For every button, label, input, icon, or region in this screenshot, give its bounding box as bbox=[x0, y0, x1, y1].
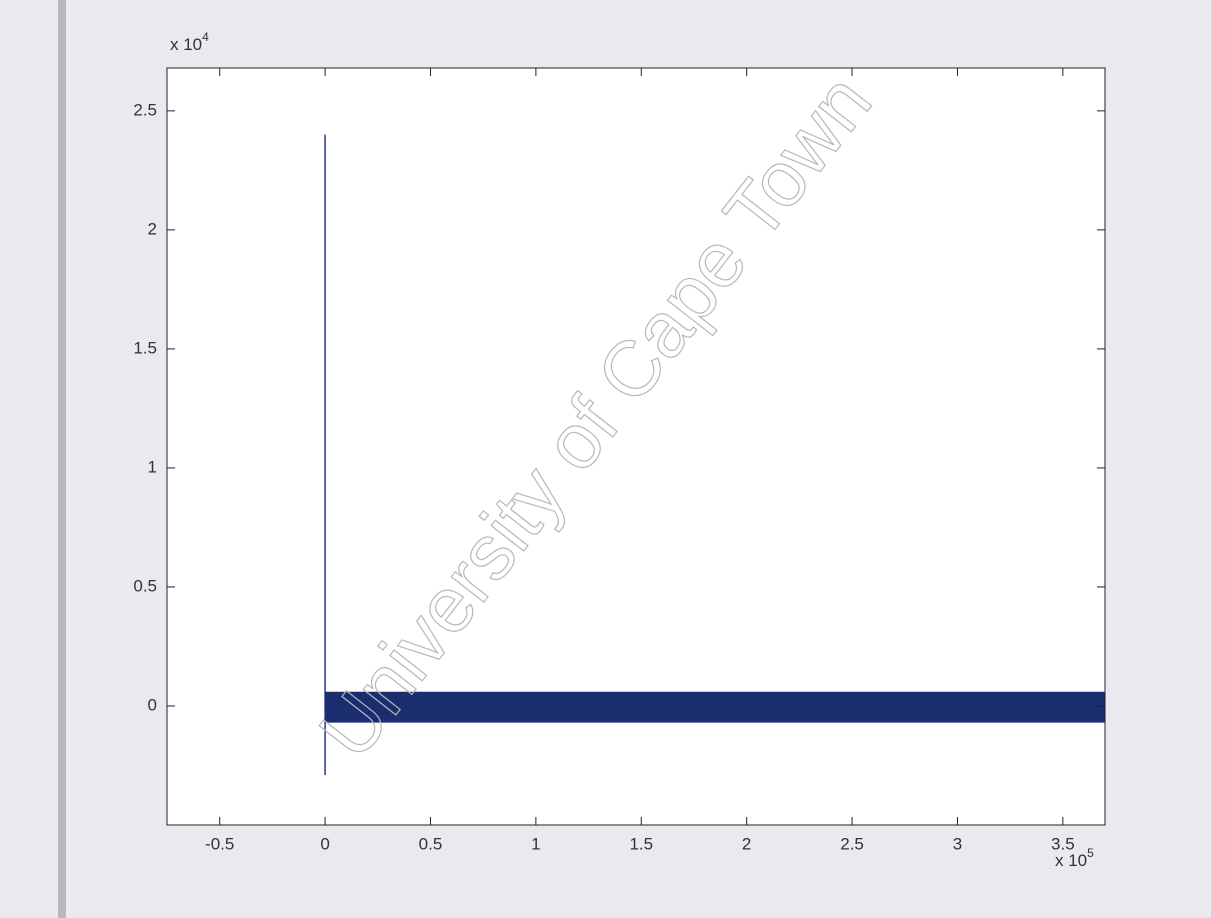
x-tick-label: 2.5 bbox=[840, 834, 864, 853]
x-tick-label: 0 bbox=[320, 834, 329, 853]
y-tick-label: 0 bbox=[148, 695, 157, 714]
x-tick-label: 3.5 bbox=[1051, 834, 1075, 853]
y-tick-label: 1.5 bbox=[133, 338, 157, 357]
x-tick-label: 1 bbox=[531, 834, 540, 853]
x-tick-label: 2 bbox=[742, 834, 751, 853]
y-multiplier: x 104 bbox=[170, 30, 209, 54]
x-multiplier: x 105 bbox=[1055, 846, 1094, 870]
y-multiplier-base: x 10 bbox=[170, 35, 202, 54]
signal-band bbox=[325, 691, 1106, 723]
y-tick-label: 2 bbox=[148, 219, 157, 238]
x-tick-label: 0.5 bbox=[419, 834, 443, 853]
x-multiplier-base: x 10 bbox=[1055, 851, 1087, 870]
x-tick-label: -0.5 bbox=[205, 834, 234, 853]
scan-edge bbox=[58, 0, 66, 918]
y-multiplier-exponent: 4 bbox=[202, 30, 209, 44]
y-tick-label: 1 bbox=[148, 457, 157, 476]
x-tick-label: 3 bbox=[953, 834, 962, 853]
x-multiplier-exponent: 5 bbox=[1087, 846, 1094, 860]
y-tick-label: 0.5 bbox=[133, 576, 157, 595]
plot-content bbox=[324, 134, 1106, 776]
x-tick-label: 1.5 bbox=[629, 834, 653, 853]
plot-frame bbox=[166, 67, 1106, 826]
y-tick-label: 2.5 bbox=[133, 100, 157, 119]
